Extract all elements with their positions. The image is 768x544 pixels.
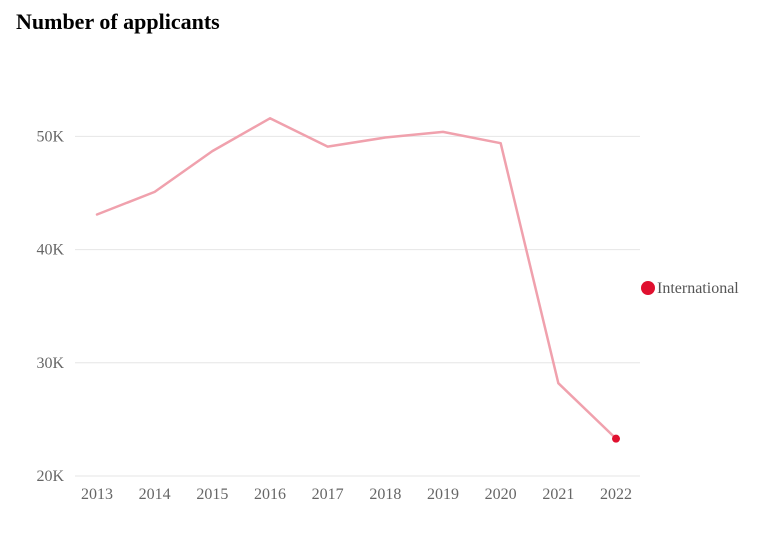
x-tick-label: 2019 bbox=[427, 486, 459, 503]
x-tick-label: 2018 bbox=[369, 486, 401, 503]
y-tick-label: 40K bbox=[36, 242, 64, 259]
x-tick-label: 2016 bbox=[254, 486, 286, 503]
x-tick-label: 2015 bbox=[196, 486, 228, 503]
x-tick-label: 2021 bbox=[542, 486, 574, 503]
series-end-point bbox=[612, 434, 620, 443]
y-tick-label: 30K bbox=[36, 355, 64, 372]
y-tick-label: 50K bbox=[36, 128, 64, 145]
legend-label: International bbox=[657, 280, 739, 297]
legend-item[interactable]: International bbox=[641, 280, 739, 297]
x-tick-label: 2022 bbox=[600, 486, 632, 503]
chart-title: Number of applicants bbox=[16, 9, 220, 34]
x-tick-label: 2020 bbox=[485, 486, 517, 503]
series-line bbox=[95, 117, 618, 440]
grid-lines bbox=[75, 135, 640, 477]
legend-marker bbox=[641, 281, 655, 295]
x-tick-label: 2017 bbox=[312, 486, 344, 503]
series-lines bbox=[95, 117, 620, 443]
legend[interactable]: International bbox=[641, 280, 739, 297]
y-axis-ticks: 20K 30K 40K 50K bbox=[36, 128, 64, 485]
x-tick-label: 2014 bbox=[139, 486, 171, 503]
y-tick-label: 20K bbox=[36, 468, 64, 485]
x-tick-label: 2013 bbox=[81, 486, 113, 503]
x-axis-ticks: 2013 2014 2015 2016 2017 2018 2019 2020 2021 2022 bbox=[81, 486, 632, 503]
